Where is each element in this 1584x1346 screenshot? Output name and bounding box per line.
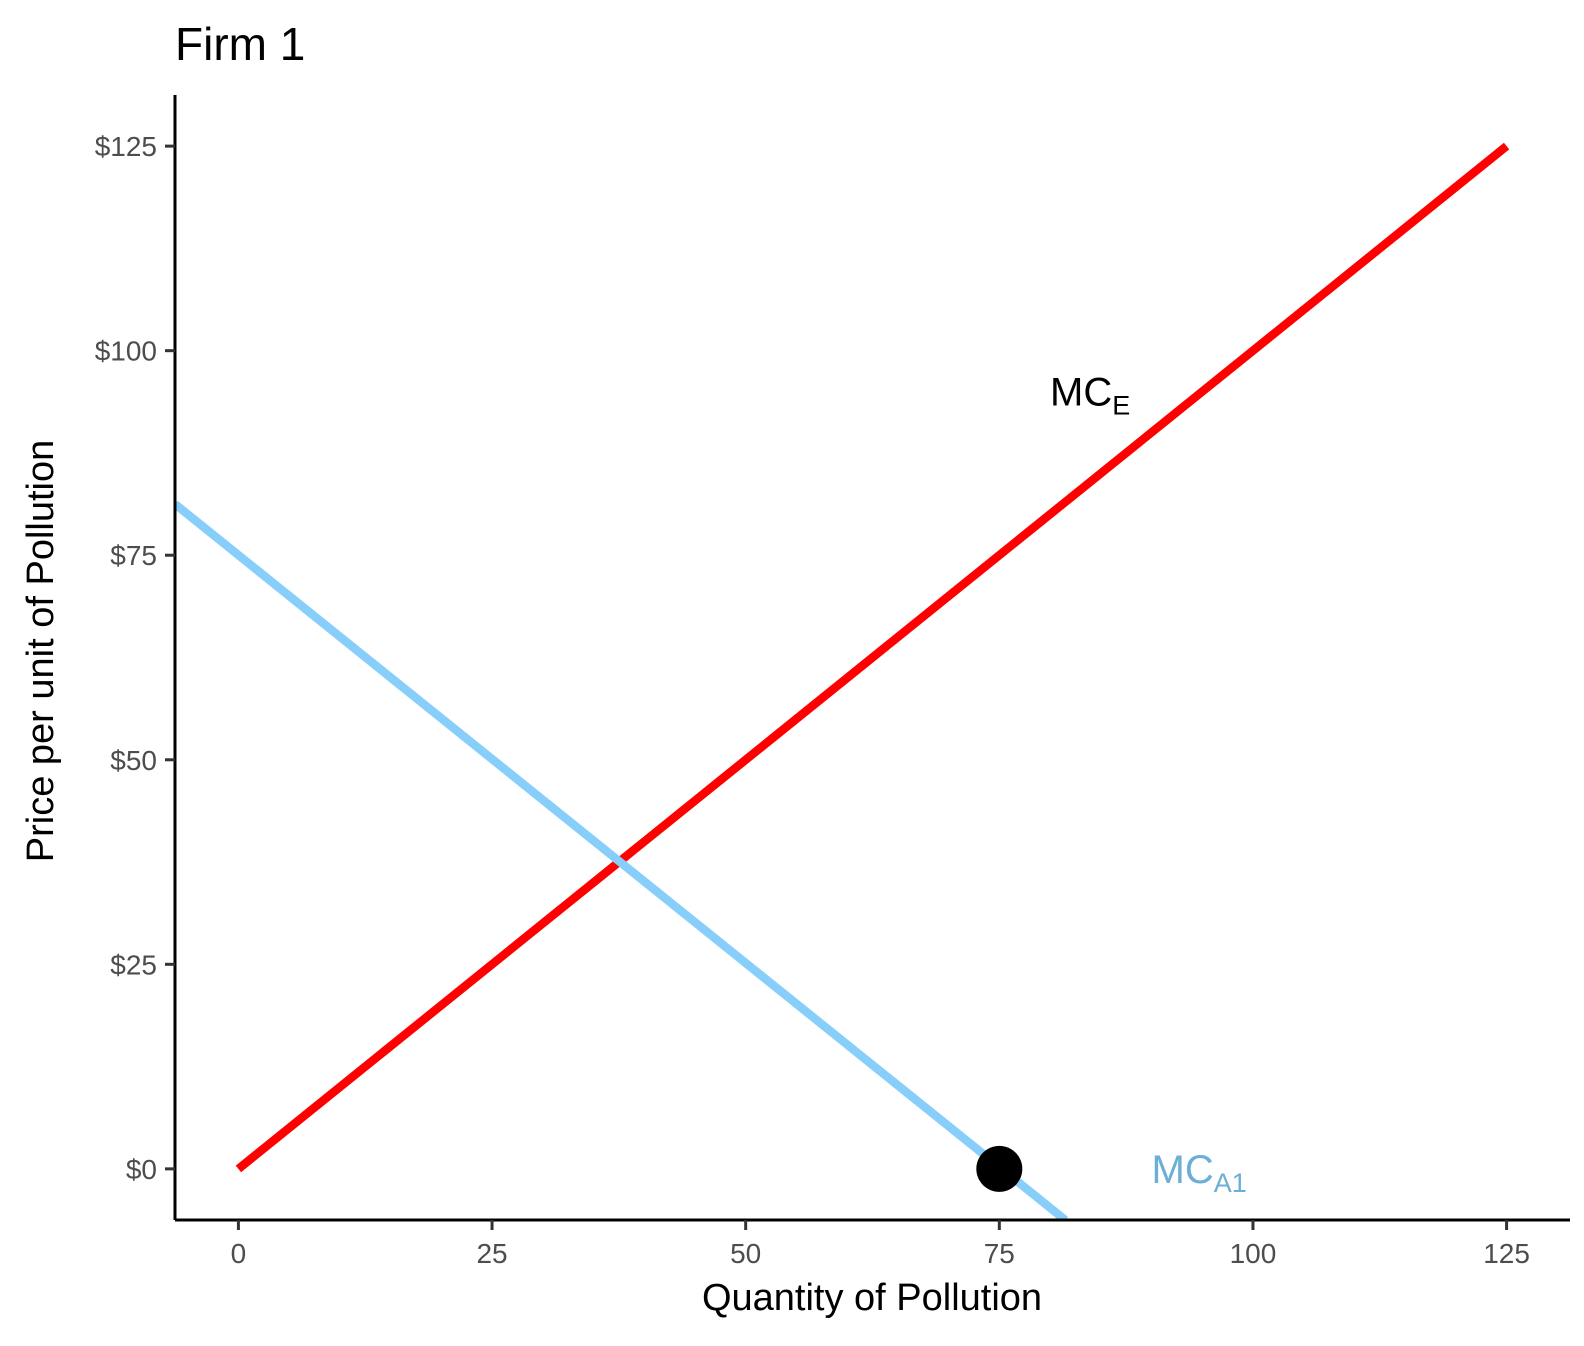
y-axis-title: Price per unit of Pollution (20, 440, 62, 862)
x-tick-label: 100 (1230, 1238, 1277, 1269)
x-tick-label: 50 (730, 1238, 761, 1269)
chart-title: Firm 1 (175, 18, 305, 70)
series-label-0: MCE (1050, 371, 1130, 421)
y-tick-label: $100 (95, 336, 157, 367)
x-tick-label: 0 (231, 1238, 247, 1269)
y-tick-label: $50 (110, 745, 157, 776)
x-tick-label: 25 (476, 1238, 507, 1269)
series-line-1 (175, 500, 1068, 1220)
y-tick-label: $75 (110, 540, 157, 571)
x-tick-label: 75 (984, 1238, 1015, 1269)
axes: 0 25 50 75 100 125 $0 $25 $50 $75 $100 $125 (95, 95, 1570, 1269)
series-label-1: MCA1 (1152, 1148, 1247, 1198)
plot-area (175, 142, 1510, 1220)
y-tick-label: $0 (126, 1154, 157, 1185)
y-tick-label: $125 (95, 131, 157, 162)
x-tick-label: 125 (1483, 1238, 1530, 1269)
equilibrium-point (976, 1145, 1023, 1192)
curve-labels: MCE MCA1 (1050, 371, 1247, 1198)
series-line-0 (235, 142, 1510, 1173)
x-axis-title: Quantity of Pollution (702, 1277, 1042, 1319)
y-tick-label: $25 (110, 949, 157, 980)
